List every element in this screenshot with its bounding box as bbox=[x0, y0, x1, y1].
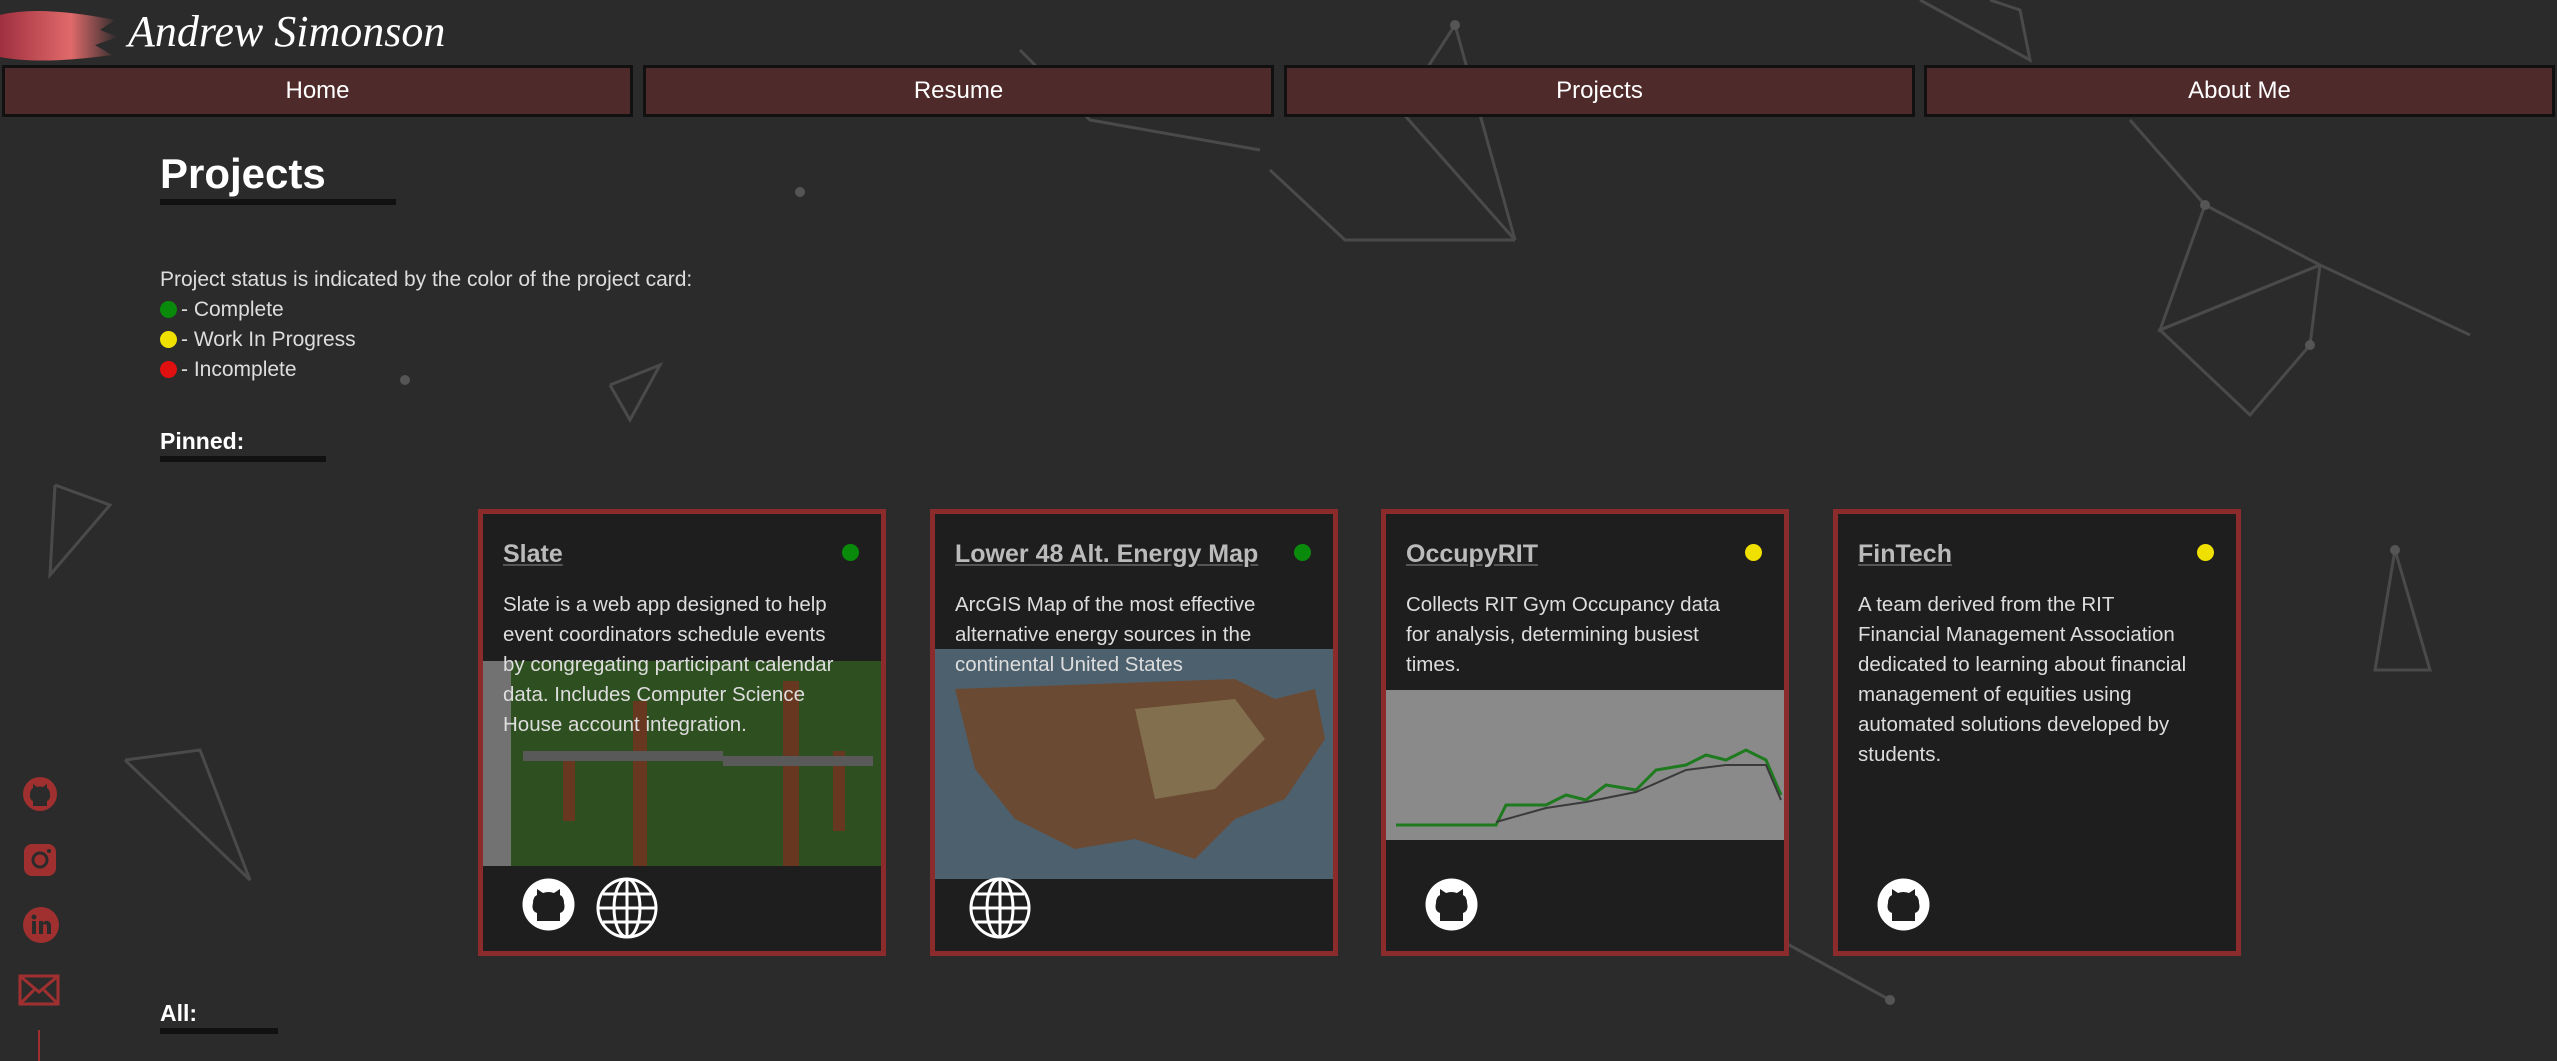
section-underline bbox=[160, 1028, 278, 1034]
legend-item: - Incomplete bbox=[160, 358, 297, 382]
legend-item: - Work In Progress bbox=[160, 328, 356, 352]
card-title[interactable]: Lower 48 Alt. Energy Map bbox=[955, 540, 1259, 568]
project-card[interactable]: FinTech A team derived from the RIT Fina… bbox=[1833, 509, 2241, 956]
card-image bbox=[483, 661, 881, 866]
title-underline bbox=[160, 199, 396, 205]
github-link[interactable] bbox=[521, 877, 576, 932]
section-label: Pinned: bbox=[160, 428, 245, 454]
github-link[interactable] bbox=[1876, 877, 1931, 932]
status-dot bbox=[1294, 544, 1311, 561]
card-description: Collects RIT Gym Occupancy data for anal… bbox=[1406, 593, 1721, 676]
page-title: Projects bbox=[160, 150, 326, 197]
social-divider bbox=[38, 1030, 40, 1061]
nav-button[interactable]: Home bbox=[2, 65, 633, 117]
legend-label: - Incomplete bbox=[181, 358, 297, 381]
status-dot bbox=[2197, 544, 2214, 561]
instagram-social[interactable] bbox=[22, 842, 58, 878]
legend-label: - Complete bbox=[181, 298, 284, 321]
legend-item: - Complete bbox=[160, 298, 284, 322]
status-intro: Project status is indicated by the color… bbox=[160, 268, 693, 291]
project-card[interactable]: Lower 48 Alt. Energy Map ArcGIS Map of t… bbox=[930, 509, 1338, 956]
email-social[interactable] bbox=[18, 974, 60, 1006]
card-description: ArcGIS Map of the most effective alterna… bbox=[955, 593, 1256, 676]
card-description: A team derived from the RIT Financial Ma… bbox=[1858, 593, 2187, 766]
nav-button[interactable]: Resume bbox=[643, 65, 1274, 117]
card-title[interactable]: OccupyRIT bbox=[1406, 540, 1538, 568]
project-card[interactable]: Slate Slate is a web app designed to hel… bbox=[478, 509, 886, 956]
github-link[interactable] bbox=[1424, 877, 1479, 932]
card-image bbox=[1386, 690, 1784, 840]
status-dot bbox=[842, 544, 859, 561]
github-social[interactable] bbox=[22, 776, 58, 812]
logo-brush bbox=[0, 11, 118, 61]
website-link[interactable] bbox=[969, 877, 1031, 939]
nav-button[interactable]: Projects bbox=[1284, 65, 1915, 117]
legend-label: - Work In Progress bbox=[181, 328, 356, 351]
nav-button[interactable]: About Me bbox=[1924, 65, 2555, 117]
linkedin-social[interactable] bbox=[22, 906, 60, 944]
card-title[interactable]: Slate bbox=[503, 540, 563, 568]
site-name: Andrew Simonson bbox=[128, 7, 446, 56]
section-label: All: bbox=[160, 1000, 198, 1026]
card-title[interactable]: FinTech bbox=[1858, 540, 1952, 568]
card-description: Slate is a web app designed to help even… bbox=[503, 593, 834, 736]
project-card[interactable]: OccupyRIT Collects RIT Gym Occupancy dat… bbox=[1381, 509, 1789, 956]
website-link[interactable] bbox=[596, 877, 658, 939]
card-image bbox=[935, 649, 1333, 879]
section-underline bbox=[160, 456, 326, 462]
status-dot bbox=[1745, 544, 1762, 561]
